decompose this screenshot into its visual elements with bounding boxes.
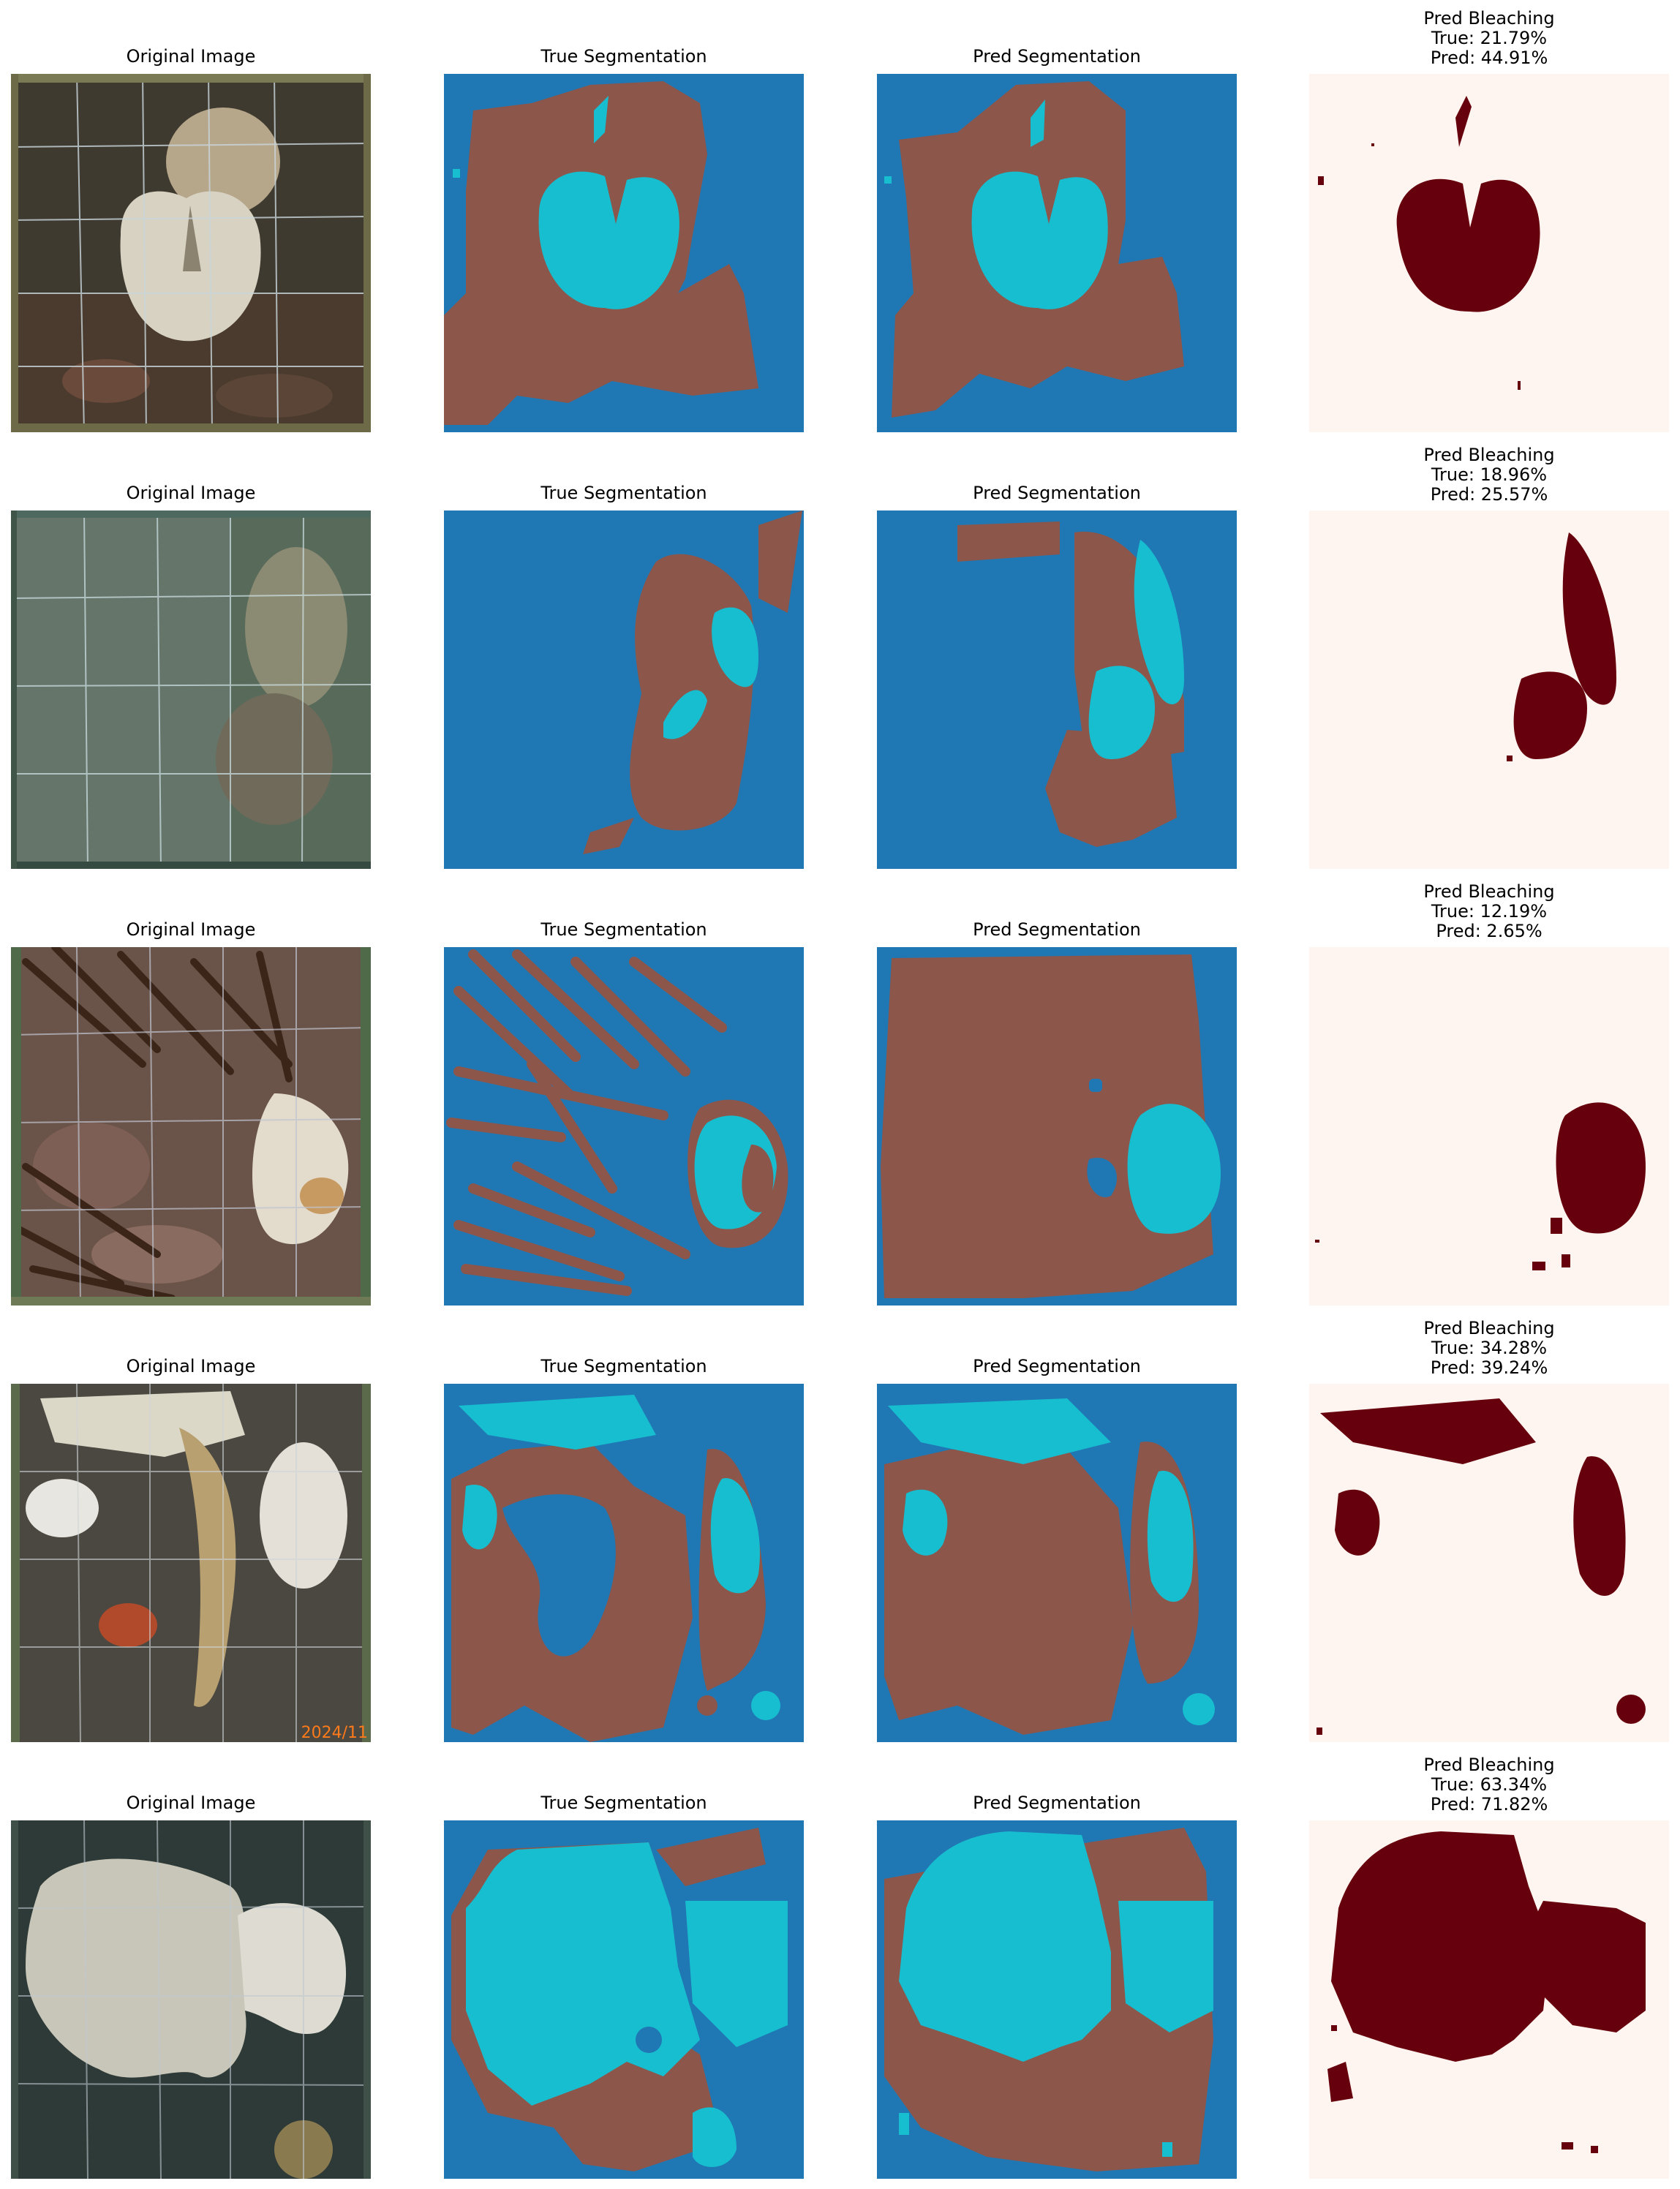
true-segmentation-panel <box>444 510 804 869</box>
pred-segmentation-title: Pred Segmentation <box>973 46 1141 67</box>
true-segmentation-panel <box>444 1820 804 2179</box>
original-image-title: Original Image <box>126 483 256 503</box>
pred-segmentation-panel <box>877 1384 1237 1742</box>
pred-segmentation-title: Pred Segmentation <box>973 1356 1141 1376</box>
pred-segmentation-panel <box>877 510 1237 869</box>
pred-bleaching-panel <box>1309 1384 1669 1742</box>
pred-bleaching-title: Pred Bleaching True: 18.96% Pred: 25.57% <box>1309 445 1669 505</box>
bleaching-title-text: Pred Bleaching <box>1423 1755 1555 1775</box>
original-image-title: Original Image <box>126 46 256 67</box>
pred-bleaching-panel <box>1309 947 1669 1306</box>
pred-bleaching-title: Pred Bleaching True: 21.79% Pred: 44.91% <box>1309 9 1669 68</box>
pred-segmentation-panel <box>877 74 1237 432</box>
true-segmentation-panel <box>444 1384 804 1742</box>
bleaching-pred-percent: Pred: 2.65% <box>1436 921 1542 941</box>
pred-bleaching-panel <box>1309 1820 1669 2179</box>
pred-segmentation-title: Pred Segmentation <box>973 919 1141 940</box>
pred-segmentation-panel <box>877 947 1237 1306</box>
pred-bleaching-title: Pred Bleaching True: 12.19% Pred: 2.65% <box>1309 882 1669 941</box>
true-segmentation-panel <box>444 947 804 1306</box>
pred-bleaching-panel <box>1309 510 1669 869</box>
bleaching-true-percent: True: 18.96% <box>1431 464 1548 485</box>
bleaching-true-percent: True: 12.19% <box>1431 901 1548 922</box>
true-segmentation-panel <box>444 74 804 432</box>
pred-segmentation-title: Pred Segmentation <box>973 1793 1141 1813</box>
original-image-panel <box>11 74 371 432</box>
bleaching-title-text: Pred Bleaching <box>1423 881 1555 902</box>
true-segmentation-title: True Segmentation <box>540 1793 707 1813</box>
bleaching-title-text: Pred Bleaching <box>1423 445 1555 465</box>
true-segmentation-title: True Segmentation <box>540 483 707 503</box>
original-image-panel <box>11 947 371 1306</box>
true-segmentation-title: True Segmentation <box>540 46 707 67</box>
pred-segmentation-title: Pred Segmentation <box>973 483 1141 503</box>
original-image-panel <box>11 510 371 869</box>
bleaching-true-percent: True: 34.28% <box>1431 1338 1548 1358</box>
true-segmentation-title: True Segmentation <box>540 919 707 940</box>
bleaching-pred-percent: Pred: 71.82% <box>1430 1794 1548 1815</box>
original-image-title: Original Image <box>126 1356 256 1376</box>
bleaching-true-percent: True: 21.79% <box>1431 28 1548 48</box>
bleaching-pred-percent: Pred: 44.91% <box>1430 48 1548 68</box>
bleaching-true-percent: True: 63.34% <box>1431 1774 1548 1795</box>
bleaching-pred-percent: Pred: 25.57% <box>1430 484 1548 505</box>
pred-bleaching-panel <box>1309 74 1669 432</box>
original-image-panel: 2024/11 <box>11 1384 371 1742</box>
pred-bleaching-title: Pred Bleaching True: 63.34% Pred: 71.82% <box>1309 1755 1669 1815</box>
bleaching-title-text: Pred Bleaching <box>1423 8 1555 29</box>
pred-bleaching-title: Pred Bleaching True: 34.28% Pred: 39.24% <box>1309 1319 1669 1378</box>
true-segmentation-title: True Segmentation <box>540 1356 707 1376</box>
bleaching-title-text: Pred Bleaching <box>1423 1318 1555 1338</box>
bleaching-pred-percent: Pred: 39.24% <box>1430 1357 1548 1378</box>
photo-timestamp: 2024/11 <box>301 1724 368 1742</box>
original-image-title: Original Image <box>126 1793 256 1813</box>
original-image-title: Original Image <box>126 919 256 940</box>
pred-segmentation-panel <box>877 1820 1237 2179</box>
original-image-panel <box>11 1820 371 2179</box>
